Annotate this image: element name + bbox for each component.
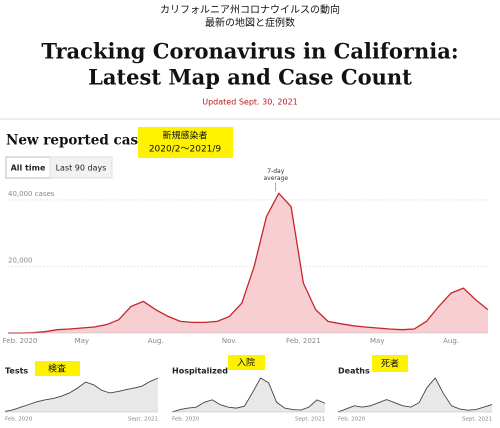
panel-title: Hospitalized	[172, 367, 228, 376]
overlay-box	[228, 355, 265, 370]
line	[337, 377, 493, 413]
x-tick-label: Feb. 2020	[172, 417, 200, 423]
x-tick-label: Aug.	[148, 337, 164, 345]
area	[5, 378, 158, 412]
title: Tracking Coronavirus in California:	[41, 39, 458, 64]
overlay-text: 検査	[48, 363, 66, 375]
updated: Updated Sept. 30, 2021	[202, 98, 298, 107]
x-tick-label: Nov.	[222, 337, 237, 345]
overlay-box	[372, 355, 408, 372]
x-tick-label: Feb. 2021	[286, 337, 321, 345]
title: Latest Map and Case Count	[88, 65, 412, 90]
x-tick-label: May	[75, 337, 89, 345]
x-tick-label: Sept. 2021	[462, 417, 492, 423]
x-tick-label: Aug.	[443, 337, 459, 345]
area	[172, 378, 325, 412]
x-tick-label: May	[370, 337, 384, 345]
panel-title: Deaths	[338, 367, 370, 376]
overlay-box	[138, 127, 233, 158]
panel-title: Tests	[5, 367, 28, 376]
section-title: New reported cases	[6, 133, 155, 149]
line	[171, 377, 326, 413]
overlay-box	[35, 361, 80, 376]
header-line: 最新の地図と症例数	[205, 16, 295, 29]
y-tick-label: 40,000 cases	[8, 190, 55, 198]
overlay-text: 2020/2～2021/9	[149, 145, 222, 155]
area	[8, 193, 488, 333]
annotation: 7-day	[267, 168, 284, 175]
button[interactable]	[49, 156, 113, 179]
line	[4, 377, 159, 412]
overlay-text: 死者	[381, 359, 399, 370]
overlay-text: 新規感染者	[162, 130, 207, 142]
x-tick-label: Sept. 2021	[128, 417, 158, 423]
x-tick-label: Feb. 2020	[338, 417, 366, 423]
x-tick-label: Feb. 2020	[3, 337, 38, 345]
button-label[interactable]: All time	[11, 164, 46, 173]
x-tick-label: Sept. 2021	[295, 417, 325, 423]
header-line: カリフォルニア州コロナウイルスの動向	[160, 3, 340, 16]
x-tick-label: Feb. 2020	[5, 417, 33, 423]
overlay-text: 入院	[237, 357, 255, 369]
annotation: average	[263, 175, 288, 182]
y-tick-label: 20,000	[8, 256, 33, 264]
line	[8, 192, 489, 334]
button-label[interactable]: Last 90 days	[56, 164, 107, 173]
